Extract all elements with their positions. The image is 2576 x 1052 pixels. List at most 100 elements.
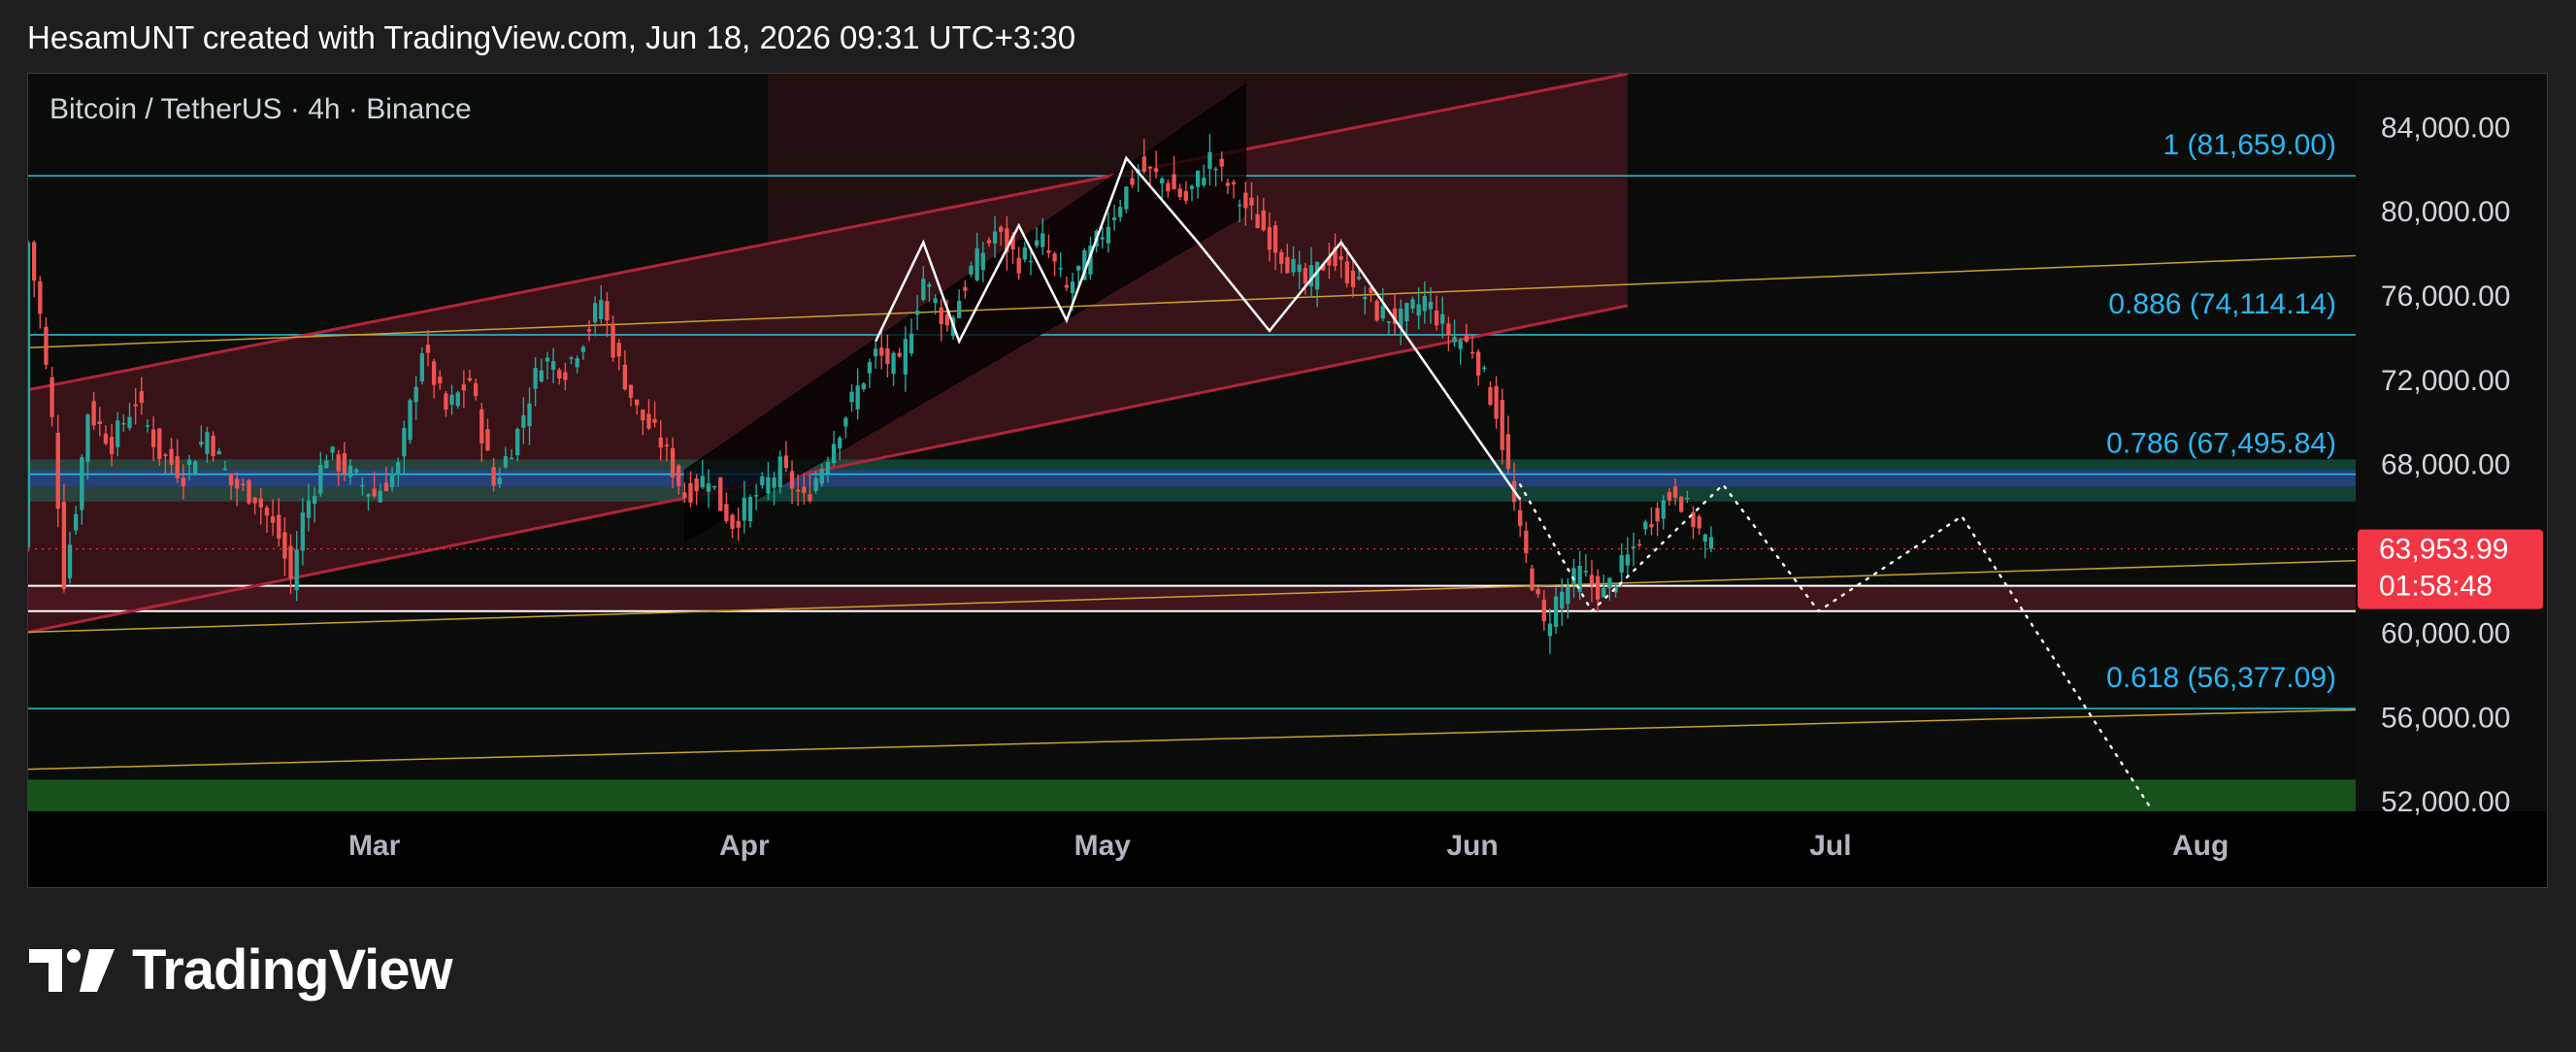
candle-body: [1625, 554, 1631, 566]
candle-body: [580, 346, 585, 352]
candle-body: [903, 339, 908, 375]
projection-path: [1518, 482, 2155, 813]
candle-body: [838, 437, 842, 449]
candle-body: [963, 286, 968, 291]
candle-body: [91, 401, 96, 426]
candle-body: [1452, 336, 1457, 343]
candle-body: [97, 421, 102, 425]
candle-body: [915, 310, 920, 315]
price-chart[interactable]: 1 (81,659.00) 0.886 (74,114.14) 0.786 (67,…: [28, 74, 2548, 888]
candle-body: [1380, 306, 1385, 319]
candle-body: [354, 469, 359, 473]
x-tick-aug: Aug: [2172, 830, 2229, 862]
candle-body: [1536, 588, 1540, 595]
candle-body: [1679, 496, 1684, 512]
candle-body: [241, 483, 246, 486]
candle-body: [300, 512, 305, 551]
candle-body: [1505, 434, 1511, 470]
fib-label-0.886: 0.886 (74,114.14): [2108, 288, 2336, 320]
candle-body: [347, 465, 353, 477]
candle-body: [974, 247, 979, 280]
candle-body: [616, 343, 621, 357]
candle-body: [1100, 237, 1105, 240]
candle-body: [1028, 260, 1034, 263]
candle-body: [455, 392, 460, 407]
candle-body: [1279, 251, 1284, 264]
candle-body: [270, 516, 276, 523]
candle-body: [760, 477, 765, 486]
candle-body: [169, 448, 174, 465]
candle-body: [139, 391, 144, 404]
candle-body: [1249, 197, 1254, 206]
candle-body: [772, 477, 776, 488]
candle-body: [575, 358, 579, 368]
candle-body: [1649, 523, 1654, 528]
candle-body: [1272, 225, 1278, 253]
candle-body: [1440, 313, 1445, 324]
candle-body: [808, 494, 812, 502]
candle-body: [61, 502, 67, 590]
candle-body: [969, 265, 974, 275]
candle-body: [1005, 228, 1009, 252]
candle-body: [563, 372, 568, 380]
candle-body: [1016, 257, 1021, 274]
candle-body: [986, 240, 992, 244]
x-tick-apr: Apr: [719, 830, 770, 862]
candle-body: [163, 454, 168, 457]
candle-body: [1202, 178, 1206, 185]
x-tick-jun: Jun: [1446, 830, 1498, 862]
candle-body: [28, 242, 31, 547]
candle-body: [222, 468, 228, 471]
candle-body: [1530, 568, 1535, 591]
candle-body: [646, 413, 651, 429]
candle-body: [1010, 235, 1015, 250]
candle-body: [1088, 245, 1093, 275]
candle-body: [939, 307, 943, 324]
candle-body: [1464, 335, 1469, 342]
candle-body: [312, 496, 317, 505]
last-price-badge: [2358, 529, 2543, 609]
candle-body: [474, 382, 479, 396]
candle-body: [628, 384, 634, 398]
candle-body: [533, 368, 538, 389]
tradingview-logo[interactable]: TradingView: [29, 938, 453, 1002]
candle-body: [831, 444, 837, 464]
candle-body: [1566, 587, 1570, 605]
brand-name: TradingView: [132, 938, 453, 1002]
candle-body: [199, 442, 204, 445]
candle-body: [1602, 587, 1606, 598]
candle-body: [586, 329, 592, 332]
chart-container[interactable]: 1 (81,659.00) 0.886 (74,114.14) 0.786 (67,…: [27, 73, 2548, 888]
candle-body: [742, 497, 746, 521]
candle-body: [485, 429, 490, 451]
candle-body: [658, 437, 663, 448]
candle-body: [1607, 577, 1612, 589]
candle-body: [449, 394, 454, 406]
candle-body: [288, 545, 293, 578]
x-tick-mar: Mar: [348, 830, 401, 862]
candle-body: [193, 461, 198, 476]
candle-body: [1363, 297, 1368, 300]
candle-body: [1321, 264, 1326, 271]
candle-body: [515, 429, 520, 456]
candle-body: [843, 417, 848, 427]
candle-body: [264, 508, 270, 516]
candle-body: [330, 446, 335, 453]
candle-body: [1702, 534, 1707, 542]
candle-body: [1172, 174, 1176, 190]
candle-body: [1524, 530, 1529, 554]
candle-body: [1357, 277, 1362, 279]
candle-body: [31, 242, 37, 281]
candle-body: [1147, 166, 1153, 169]
candle-body: [50, 377, 54, 417]
candles-layer: [28, 134, 1714, 654]
candle-body: [611, 323, 615, 358]
candle-body: [1327, 256, 1332, 266]
candle-body: [1697, 516, 1701, 529]
candle-body: [235, 478, 240, 489]
candle-body: [306, 500, 312, 518]
candle-body: [999, 226, 1004, 232]
candle-body: [318, 465, 323, 494]
candle-body: [1333, 247, 1338, 267]
candle-body: [1261, 210, 1266, 231]
